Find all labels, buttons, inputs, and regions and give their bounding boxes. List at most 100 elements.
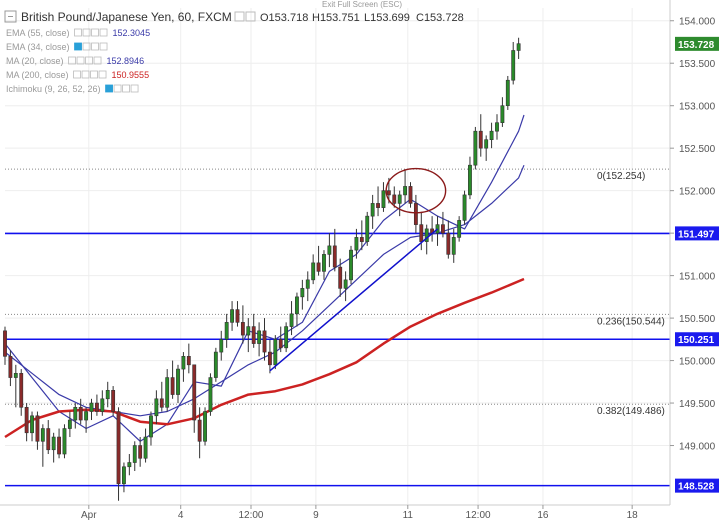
candle-body xyxy=(316,262,321,272)
indicator-settings-icon[interactable] xyxy=(85,56,93,65)
y-axis-tick-label: 152.500 xyxy=(679,144,716,155)
ohlc-high: H153.751 xyxy=(312,12,360,24)
indicator-settings-icon[interactable] xyxy=(130,84,139,93)
candle-body xyxy=(370,203,375,217)
candle xyxy=(105,381,110,408)
collapse-icon[interactable] xyxy=(4,10,17,23)
candle xyxy=(365,211,370,246)
x-axis-tick-label: 11 xyxy=(403,510,414,521)
indicator-settings-icon[interactable] xyxy=(105,84,113,93)
candle-body xyxy=(51,436,56,451)
price-tag: 150.251 xyxy=(675,332,719,347)
candle xyxy=(208,373,213,416)
candle-body xyxy=(403,186,408,196)
candle-body xyxy=(289,313,294,327)
indicator-settings-icon[interactable] xyxy=(74,42,82,51)
indicator-settings-icon[interactable] xyxy=(81,70,90,79)
exit-fullscreen-button[interactable]: Exit Full Screen (ESC) xyxy=(322,0,402,9)
indicator-settings-icon[interactable] xyxy=(122,84,130,93)
candle xyxy=(176,364,180,404)
candle xyxy=(262,318,267,361)
indicator-settings-icon[interactable] xyxy=(74,28,82,37)
indicator-settings-icon[interactable] xyxy=(113,84,122,93)
candle-body xyxy=(138,445,143,459)
x-axis-tick-label: 18 xyxy=(627,510,639,521)
candle-body xyxy=(516,43,521,51)
chart-title: British Pound/Japanese Yen, 60, FXCM xyxy=(21,10,232,24)
candle xyxy=(516,37,521,59)
candle xyxy=(251,313,256,348)
indicator-settings-icon[interactable] xyxy=(82,28,91,37)
indicator-settings-icon[interactable] xyxy=(98,70,107,79)
candle-body xyxy=(3,330,7,357)
indicator-settings-icon[interactable] xyxy=(93,56,102,65)
candle xyxy=(451,228,456,263)
indicator-settings-icon[interactable] xyxy=(90,70,98,79)
indicator-settings-icon[interactable] xyxy=(82,42,91,51)
candle xyxy=(78,398,83,425)
candle xyxy=(311,254,316,285)
candle-body xyxy=(122,466,126,485)
candle-body xyxy=(186,356,191,366)
candle-body xyxy=(311,262,316,281)
indicator-settings-icon[interactable] xyxy=(91,28,99,37)
candle-body xyxy=(149,415,153,438)
candle-body xyxy=(154,398,159,417)
candle xyxy=(397,190,402,217)
indicator-settings-icon[interactable] xyxy=(99,28,108,37)
settings-icon[interactable] xyxy=(245,11,256,22)
candle-body xyxy=(338,266,343,289)
candle-body xyxy=(462,194,467,221)
candle-body xyxy=(165,377,170,408)
candle-body xyxy=(192,364,197,421)
indicator-settings-icon[interactable] xyxy=(73,70,81,79)
candle xyxy=(181,352,186,382)
candle-body xyxy=(78,406,83,421)
candle xyxy=(267,339,272,374)
candle xyxy=(370,194,375,229)
candle xyxy=(343,271,348,302)
candle xyxy=(84,407,89,433)
candle-body xyxy=(105,390,110,400)
ohlc-close: C153.728 xyxy=(416,12,464,24)
x-axis-tick-label: Apr xyxy=(81,510,97,521)
indicator-settings-icon[interactable] xyxy=(68,56,76,65)
price-tag-box xyxy=(675,478,719,493)
candle-body xyxy=(203,411,207,442)
candle-body xyxy=(111,390,116,412)
candle-body xyxy=(381,190,386,208)
candle-body xyxy=(57,436,61,455)
indicator-settings-icon[interactable] xyxy=(76,56,85,65)
candle xyxy=(349,245,353,285)
candle xyxy=(94,394,99,416)
candle-body xyxy=(500,105,505,123)
candle xyxy=(170,360,175,399)
axes: 149.000149.500150.000150.500151.000151.5… xyxy=(0,0,716,521)
candle xyxy=(62,424,67,459)
y-axis-tick-label: 153.500 xyxy=(679,59,716,70)
candle-body xyxy=(273,339,278,366)
candle xyxy=(413,194,418,234)
candle xyxy=(240,305,245,344)
candle-body xyxy=(143,436,148,459)
candle-body xyxy=(495,122,499,132)
header-settings-icons[interactable] xyxy=(234,11,256,22)
candle xyxy=(441,211,445,238)
candle-body xyxy=(170,377,175,395)
candle xyxy=(30,411,34,442)
candle-body xyxy=(30,415,34,434)
indicator-settings-icon[interactable] xyxy=(91,42,99,51)
candle-body xyxy=(159,398,164,408)
settings-icon[interactable] xyxy=(234,11,245,22)
indicator-settings-icon[interactable] xyxy=(99,42,108,51)
candle-body xyxy=(197,419,202,442)
price-tag-box xyxy=(675,36,719,51)
candle-body xyxy=(176,368,180,395)
candle-body xyxy=(349,249,353,281)
fibonacci-level-label: 0(152.254) xyxy=(597,171,645,182)
trendline xyxy=(269,228,439,372)
price-tag-box xyxy=(675,332,719,347)
x-axis-tick-label: 16 xyxy=(537,510,549,521)
